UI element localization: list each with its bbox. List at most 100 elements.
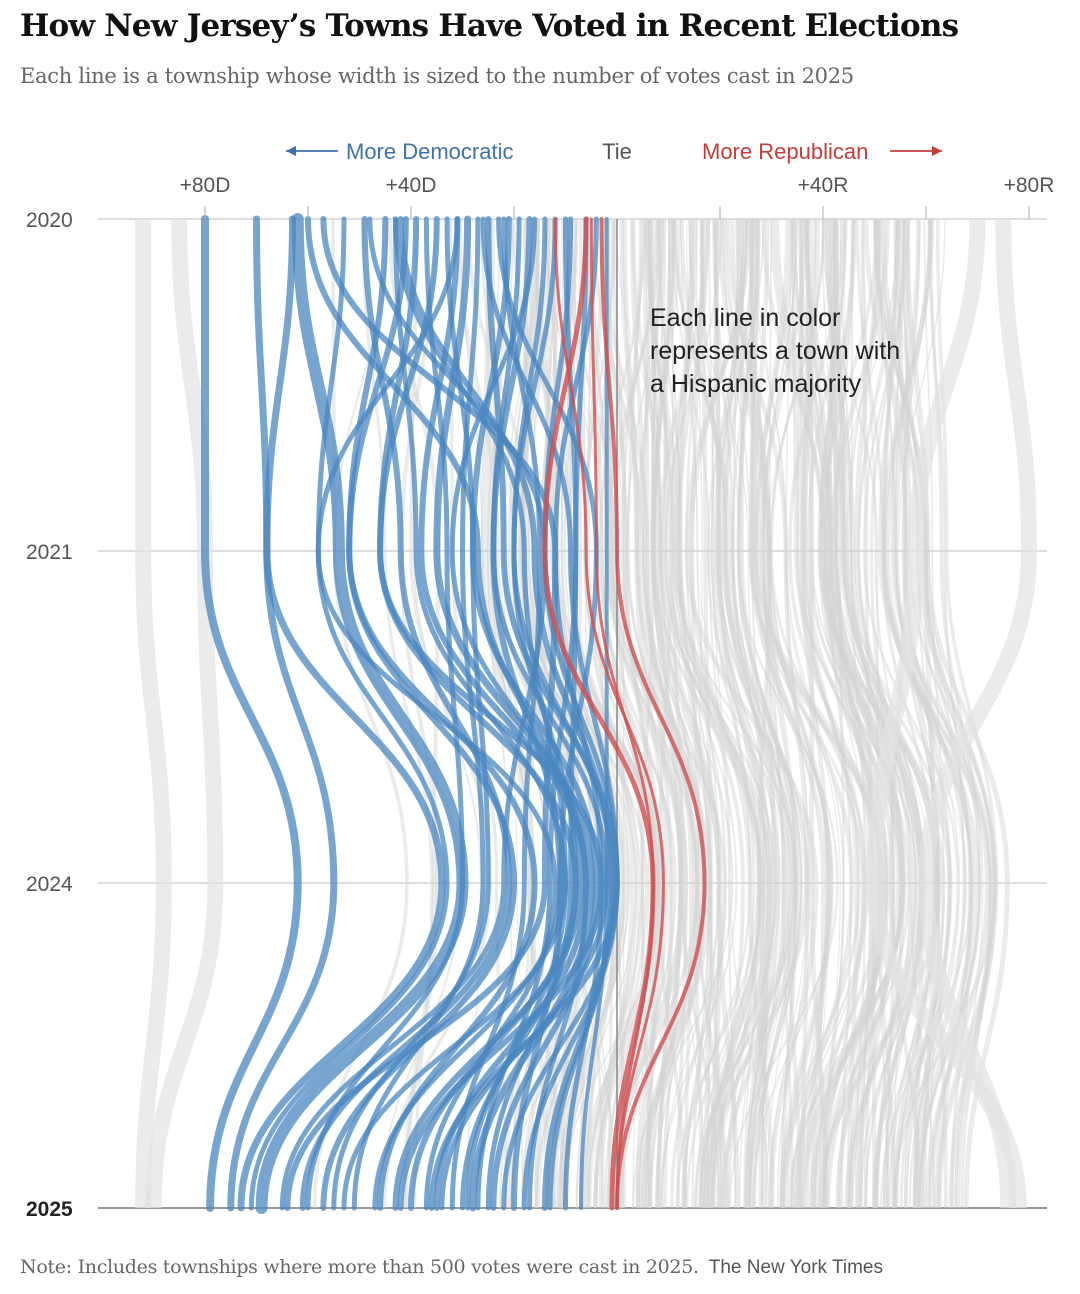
background-town-line: [706, 218, 774, 1209]
background-town-line: [667, 218, 721, 1209]
background-town-line: [835, 218, 967, 1209]
background-town-line: [796, 218, 903, 1209]
hispanic-majority-town-lines: [200, 213, 707, 1214]
democratic-town-line: [397, 216, 615, 1211]
republican-town-line: [599, 217, 707, 1210]
background-town-line: [819, 218, 951, 1209]
background-town-line: [802, 218, 860, 1209]
chart-subtitle: Each line is a township whose width is s…: [20, 64, 854, 88]
background-town-line: [748, 218, 794, 1209]
x-tick-label: +40R: [798, 174, 849, 197]
background-town-line: [809, 218, 888, 1209]
background-town-line: [760, 218, 823, 1209]
background-town-line: [821, 218, 889, 1209]
background-town-line: [602, 218, 657, 1209]
background-town-line: [626, 218, 700, 1209]
background-town-line: [797, 218, 916, 1209]
background-town-line: [648, 218, 684, 1209]
background-town-line: [632, 218, 734, 1209]
republican-town-line: [553, 217, 665, 1210]
background-town-line: [657, 218, 711, 1209]
background-town-line: [876, 218, 938, 1209]
background-town-line: [761, 218, 882, 1209]
background-town-line: [702, 218, 809, 1209]
background-town-line: [562, 218, 644, 1209]
background-town-line: [698, 218, 791, 1209]
background-town-line: [822, 218, 923, 1209]
background-town-line: [806, 218, 911, 1209]
background-town-line: [728, 218, 839, 1209]
background-town-line: [862, 218, 960, 1209]
democratic-town-line: [255, 213, 469, 1214]
democratic-town-line: [227, 215, 338, 1212]
background-town-line: [648, 218, 687, 1209]
x-tick-label: +80R: [1004, 174, 1055, 197]
background-town-line: [598, 218, 674, 1209]
background-town-line: [737, 218, 803, 1209]
background-town-line: [694, 218, 797, 1209]
background-town-line: [708, 218, 770, 1209]
year-label: 2025: [26, 1198, 73, 1221]
background-town-line: [707, 218, 756, 1209]
background-town-line: [770, 218, 896, 1209]
background-town-line: [829, 218, 927, 1209]
background-town-line: [864, 218, 998, 1209]
background-town-line: [690, 218, 729, 1209]
background-town-line: [904, 218, 1010, 1209]
background-town-line: [650, 218, 713, 1209]
background-town-line: [644, 218, 702, 1209]
background-town-line: [713, 218, 796, 1209]
background-town-line: [648, 218, 707, 1209]
background-town-line: [787, 218, 877, 1209]
background-town-line: [750, 218, 845, 1209]
background-town-line: [749, 218, 865, 1209]
background-town-line: [713, 218, 768, 1209]
background-town-line: [620, 218, 683, 1209]
background-town-line: [805, 218, 829, 1209]
dem-arrow-head: [286, 146, 296, 156]
background-town-line: [664, 218, 760, 1209]
background-town-line: [824, 218, 901, 1209]
background-town-line: [652, 218, 740, 1209]
background-town-line: [833, 218, 925, 1209]
background-town-line: [791, 218, 866, 1209]
background-town-line: [663, 218, 763, 1209]
background-town-line: [631, 218, 723, 1209]
democratic-town-line: [372, 216, 599, 1211]
democratic-town-line: [320, 216, 518, 1211]
background-town-line: [890, 218, 993, 1209]
background-town-lines: [135, 218, 1038, 1209]
republican-town-line: [542, 216, 656, 1211]
background-town-line: [778, 218, 861, 1209]
background-town-line: [835, 218, 938, 1209]
background-town-line: [791, 218, 918, 1209]
background-town-line: [673, 218, 795, 1209]
background-town-line: [590, 218, 699, 1209]
background-town-line: [755, 218, 889, 1209]
rep-arrow-head: [932, 146, 942, 156]
background-town-line: [735, 218, 832, 1209]
background-town-line: [895, 218, 941, 1209]
axis-labels: More Democratic Tie More Republican +80D…: [26, 139, 1054, 1221]
background-town-line: [640, 218, 655, 1209]
democratic-town-line: [200, 215, 302, 1212]
background-town-line: [873, 218, 952, 1209]
chart-title: How New Jersey’s Towns Have Voted in Rec…: [20, 8, 959, 44]
background-town-line: [791, 218, 905, 1209]
background-town-line: [817, 218, 946, 1209]
rep-direction-label: More Republican: [702, 139, 868, 164]
background-town-line: [869, 218, 906, 1209]
background-town-line: [769, 218, 868, 1209]
background-town-line: [731, 218, 781, 1209]
background-town-line: [677, 218, 765, 1209]
democratic-town-line: [248, 216, 450, 1211]
background-town-line: [588, 218, 644, 1209]
background-town-line: [794, 218, 900, 1209]
background-town-line: [660, 218, 738, 1209]
footer-note: Note: Includes townships where more than…: [20, 1256, 699, 1278]
background-town-line: [821, 218, 871, 1209]
x-tick-label: +80D: [180, 174, 231, 197]
background-town-line: [776, 218, 811, 1209]
background-town-line: [892, 218, 995, 1209]
background-town-line: [675, 218, 763, 1209]
